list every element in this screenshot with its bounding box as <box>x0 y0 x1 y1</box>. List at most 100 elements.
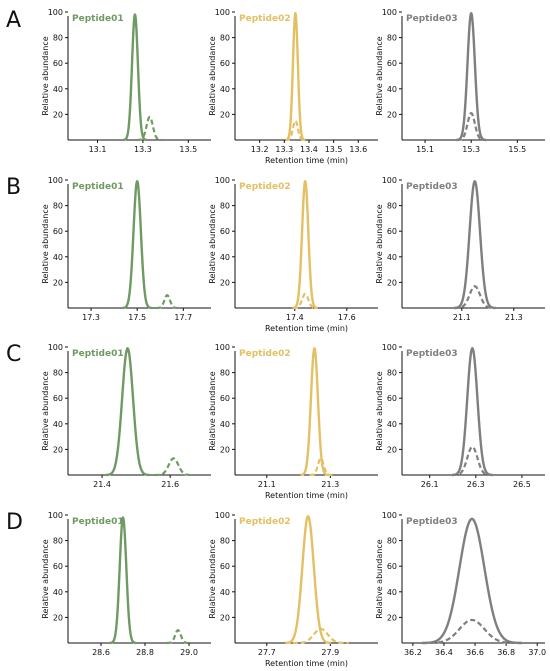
x-tick-label: 17.4 <box>286 313 304 322</box>
chart-title: Peptide03 <box>406 182 458 192</box>
series-solid-line <box>105 347 151 477</box>
y-axis-label: Relative abundance <box>375 371 384 450</box>
series-solid-line <box>455 12 487 142</box>
x-tick-label: 21.4 <box>93 480 111 489</box>
y-axis-label: Relative abundance <box>41 539 50 618</box>
y-tick-label: 80 <box>387 34 397 43</box>
y-tick-label: 100 <box>382 511 397 520</box>
y-tick-label: 60 <box>220 562 230 571</box>
x-tick-label: 13.5 <box>325 145 343 154</box>
y-tick-label: 60 <box>53 562 63 571</box>
series-solid-line <box>121 180 153 310</box>
y-tick-label: 80 <box>53 537 63 546</box>
y-tick-label: 40 <box>387 85 397 94</box>
chart-title: Peptide02 <box>239 182 291 192</box>
chart-a-peptide03: 20 40 60 80 100 15.1 15.3 15.5 Relative abundanc… <box>375 8 545 154</box>
y-tick-label: 60 <box>220 227 230 236</box>
chart-d-peptide01: 20 40 60 80 100 28.6 28.8 29.0 Relative abundanc… <box>41 511 211 657</box>
x-tick-label: 21.1 <box>258 480 276 489</box>
y-axis-label: Relative abundance <box>208 204 217 283</box>
series-solid-line <box>122 13 148 142</box>
y-tick-label: 80 <box>220 34 230 43</box>
series-dashed-line <box>155 294 180 310</box>
y-tick-label: 100 <box>215 8 230 17</box>
chart-title: Peptide02 <box>239 14 291 24</box>
y-tick-label: 40 <box>220 420 230 429</box>
x-tick-label: 36.6 <box>466 648 484 657</box>
y-tick-label: 100 <box>48 8 63 17</box>
y-tick-label: 80 <box>387 537 397 546</box>
chart-c-peptide02: 20 40 60 80 100 21.1 21.3 Relative abundance Ret… <box>208 343 378 500</box>
x-tick-label: 21.3 <box>321 480 339 489</box>
y-tick-label: 80 <box>53 34 63 43</box>
y-tick-label: 20 <box>220 613 230 622</box>
y-tick-label: 60 <box>53 59 63 68</box>
chart-title: Peptide03 <box>406 349 458 359</box>
x-tick-label: 13.4 <box>300 145 318 154</box>
y-tick-label: 20 <box>53 278 63 287</box>
chart-a-peptide02: 20 40 60 80 100 13.2 13.3 13.4 13.5 13.6 Relative … <box>208 8 378 165</box>
chart-title: Peptide01 <box>72 182 124 192</box>
x-tick-label: 17.5 <box>128 313 146 322</box>
series-dashed-line <box>422 618 522 645</box>
x-tick-label: 17.3 <box>82 313 100 322</box>
y-tick-label: 20 <box>387 613 397 622</box>
chart-title: Peptide03 <box>406 14 458 24</box>
series-dashed-line <box>453 285 497 310</box>
y-tick-label: 20 <box>53 110 63 119</box>
x-tick-label: 26.3 <box>467 480 485 489</box>
y-tick-label: 20 <box>220 445 230 454</box>
y-tick-label: 40 <box>387 253 397 262</box>
x-tick-label: 15.1 <box>416 145 434 154</box>
y-tick-label: 80 <box>387 202 397 211</box>
x-tick-label: 21.3 <box>505 313 523 322</box>
y-tick-label: 60 <box>220 59 230 68</box>
y-tick-label: 60 <box>53 227 63 236</box>
series-solid-line <box>453 180 497 310</box>
x-axis-label: Retention time (min) <box>265 659 348 668</box>
y-tick-label: 20 <box>220 278 230 287</box>
panel-letter-c: C <box>6 342 21 367</box>
chart-c-peptide03: 20 40 60 80 100 26.1 26.3 26.5 Relative abundanc… <box>375 343 545 489</box>
y-tick-label: 100 <box>215 176 230 185</box>
y-tick-label: 20 <box>53 613 63 622</box>
x-tick-label: 15.3 <box>462 145 480 154</box>
x-tick-label: 37.0 <box>528 648 546 657</box>
x-tick-label: 27.7 <box>258 648 276 657</box>
series-solid-line <box>108 516 138 645</box>
y-tick-label: 60 <box>387 227 397 236</box>
series-solid-line <box>299 347 330 477</box>
x-axis-label: Retention time (min) <box>265 491 348 500</box>
x-tick-label: 13.3 <box>275 145 293 154</box>
series-solid-line <box>291 180 319 310</box>
chart-b-peptide02: 20 40 60 80 100 17.4 17.6 Relative abundance Ret… <box>208 176 378 333</box>
chart-title: Peptide03 <box>406 517 458 527</box>
y-tick-label: 60 <box>53 394 63 403</box>
x-axis-label: Retention time (min) <box>265 324 348 333</box>
plots-group: 20 40 60 80 100 13.1 13.3 13.5 Relative abundanc… <box>41 8 546 668</box>
x-tick-label: 21.1 <box>453 313 471 322</box>
panel-letter-d: D <box>6 510 23 535</box>
y-tick-label: 100 <box>48 511 63 520</box>
y-tick-label: 40 <box>220 253 230 262</box>
y-tick-label: 40 <box>387 420 397 429</box>
y-axis-label: Relative abundance <box>208 371 217 450</box>
y-tick-label: 60 <box>387 562 397 571</box>
y-tick-label: 20 <box>220 110 230 119</box>
chart-title: Peptide01 <box>72 349 124 359</box>
chart-b-peptide03: 20 40 60 80 100 21.1 21.3 Relative abundance Pep… <box>375 176 545 322</box>
x-tick-label: 28.8 <box>136 648 154 657</box>
y-axis-label: Relative abundance <box>208 36 217 115</box>
y-axis-label: Relative abundance <box>41 371 50 450</box>
y-tick-label: 100 <box>48 343 63 352</box>
x-tick-label: 26.1 <box>421 480 439 489</box>
panel-letter-a: A <box>6 8 21 33</box>
y-tick-label: 100 <box>382 343 397 352</box>
y-tick-label: 100 <box>215 511 230 520</box>
x-tick-label: 17.6 <box>338 313 356 322</box>
x-tick-label: 17.7 <box>174 313 192 322</box>
y-tick-label: 80 <box>220 537 230 546</box>
series-dashed-line <box>153 457 194 477</box>
x-tick-label: 36.2 <box>404 648 422 657</box>
x-tick-label: 28.6 <box>92 648 110 657</box>
